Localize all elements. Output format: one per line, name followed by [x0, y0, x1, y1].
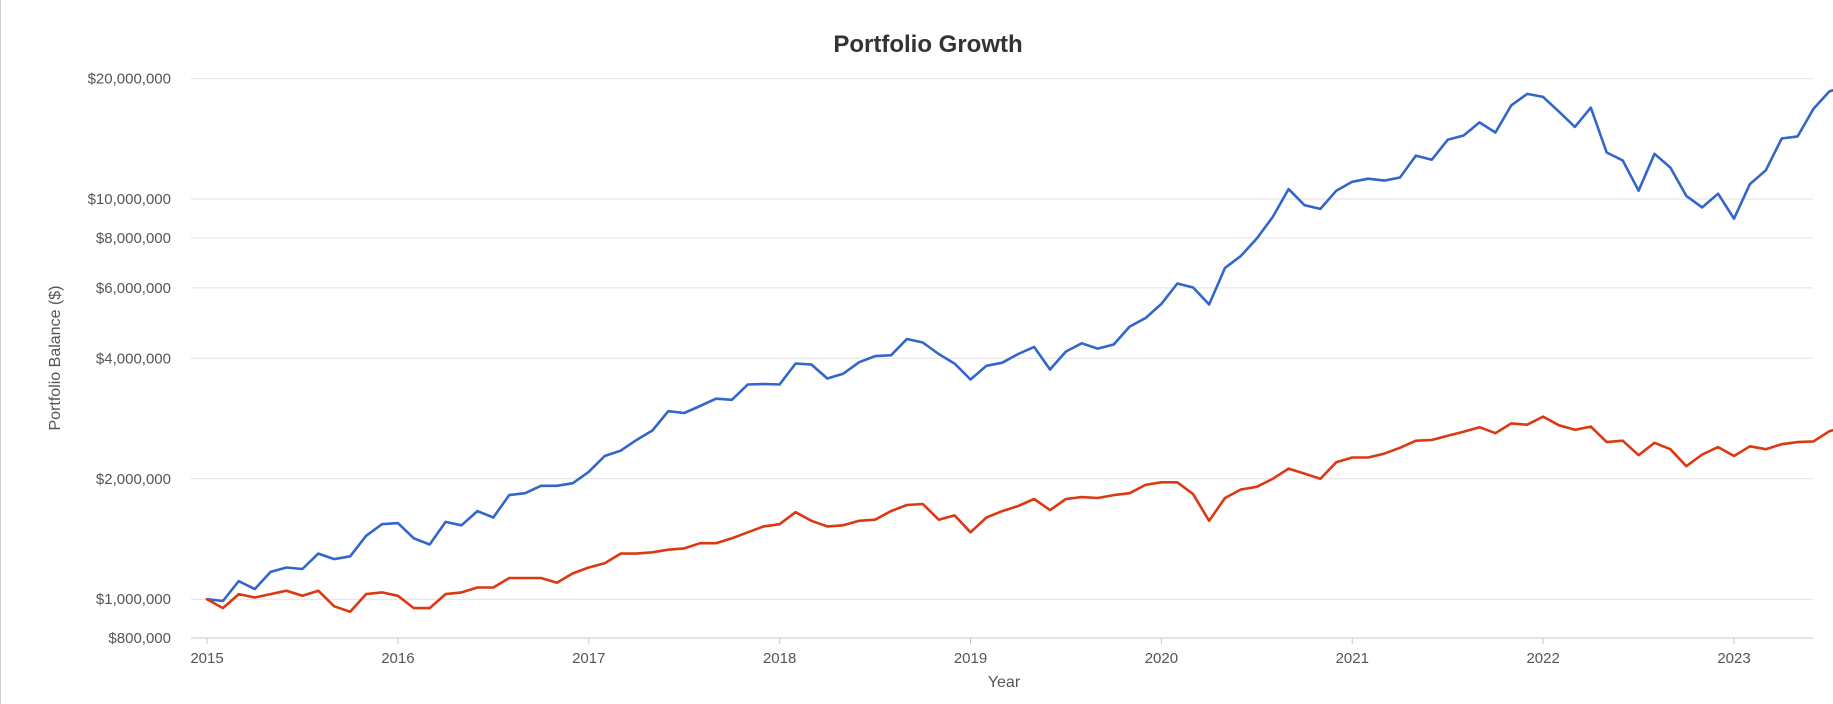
x-axis-title: Year [988, 674, 1021, 691]
x-tick-label: 2020 [1145, 650, 1178, 667]
y-axis-title: Portfolio Balance ($) [47, 286, 64, 431]
x-tick-label: 2016 [381, 650, 414, 667]
series-line-2 [205, 415, 1833, 614]
y-tick-label: $20,000,000 [88, 71, 171, 88]
y-tick-label: $10,000,000 [88, 191, 171, 208]
x-tick-label: 2023 [1717, 650, 1750, 667]
x-tick-label: 2022 [1526, 650, 1559, 667]
x-tick-label: 2018 [763, 650, 796, 667]
y-tick-label: $8,000,000 [96, 230, 171, 247]
x-tick-label: 2017 [572, 650, 605, 667]
series-line-1 [205, 88, 1833, 603]
y-tick-label: $4,000,000 [96, 350, 171, 367]
y-tick-label: $800,000 [108, 630, 171, 647]
x-axis-ticks: 2015 2016 2017 2018 2019 2020 2021 2022 2023 [190, 638, 1751, 667]
y-axis-ticks: $800,000 $1,000,000 $2,000,000 $4,000,000 $6… [88, 71, 171, 647]
y-tick-label: $1,000,000 [96, 591, 171, 608]
x-tick-label: 2021 [1336, 650, 1369, 667]
x-tick-label: 2015 [190, 650, 223, 667]
x-tick-label: 2019 [954, 650, 987, 667]
gridlines [191, 78, 1813, 639]
chart-title: Portfolio Growth [833, 31, 1022, 58]
y-tick-label: $6,000,000 [96, 280, 171, 297]
y-tick-label: $2,000,000 [96, 471, 171, 488]
series-lines [205, 88, 1833, 614]
